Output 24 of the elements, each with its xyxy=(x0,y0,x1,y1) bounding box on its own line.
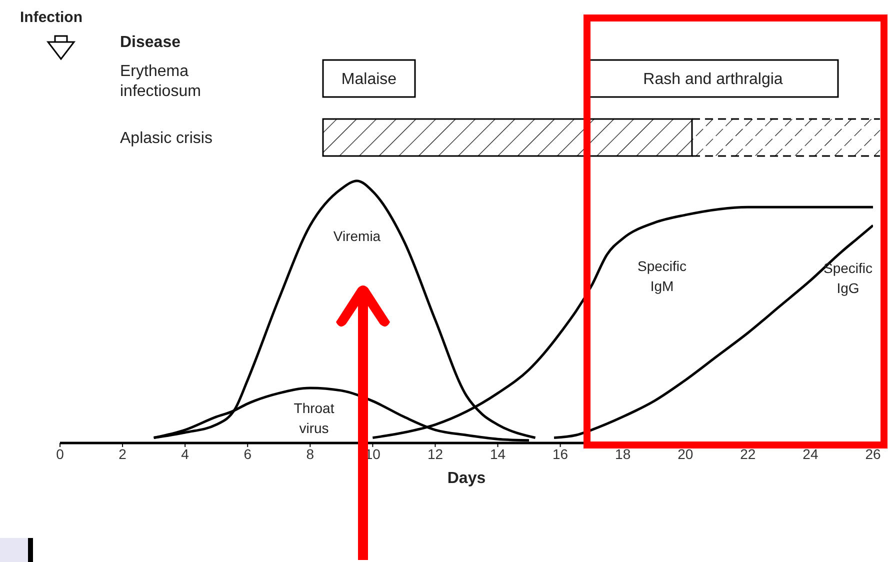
text: Rash and arthralgia xyxy=(642,70,784,90)
x-tick-label: 12 xyxy=(427,446,444,462)
x-tick-label: 22 xyxy=(740,446,756,462)
annotation: Specific IgM xyxy=(636,257,688,296)
text: Malaise xyxy=(340,70,398,90)
x-tick-label: 4 xyxy=(181,446,190,462)
x-tick-label: 6 xyxy=(244,446,252,462)
x-tick-label: 0 xyxy=(56,446,64,462)
text: Erythema infectiosum xyxy=(120,62,202,102)
x-tick-label: 8 xyxy=(306,446,314,462)
annotation: Viremia xyxy=(332,227,382,246)
x-tick-label: 18 xyxy=(615,446,631,462)
x-tick-label: 14 xyxy=(490,446,506,462)
x-tick-label: 2 xyxy=(118,446,127,462)
x-axis-title: Days xyxy=(447,470,486,487)
x-tick-label: 24 xyxy=(802,446,818,462)
x-tick-label: 20 xyxy=(678,446,694,462)
x-tick-label: 16 xyxy=(552,446,568,462)
text: Disease xyxy=(120,33,180,53)
annotation: Specific IgG xyxy=(822,259,874,298)
text: Aplasic crisis xyxy=(120,129,212,149)
x-tick-label: 26 xyxy=(865,446,881,462)
annotation: Throat virus xyxy=(292,399,336,438)
text: Infection xyxy=(20,8,82,28)
